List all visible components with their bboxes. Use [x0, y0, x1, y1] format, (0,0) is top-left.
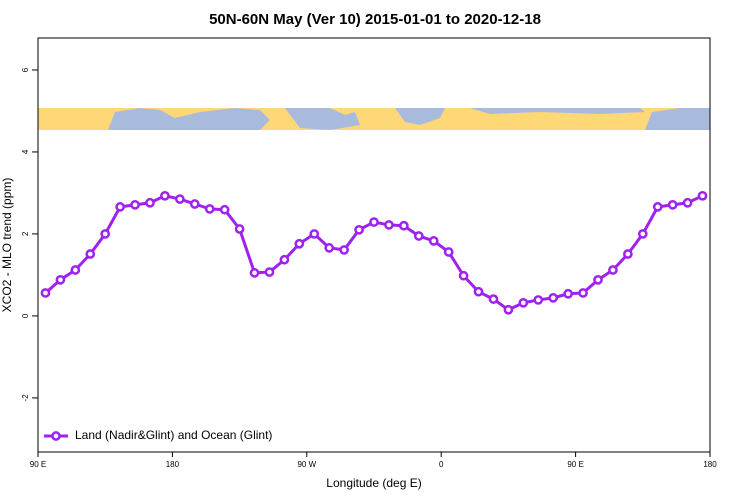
data-point: [249, 268, 260, 278]
y-tick-label: 4: [21, 149, 30, 154]
data-point: [309, 229, 320, 239]
data-point: [55, 274, 66, 285]
data-point: [637, 229, 648, 239]
data-point: [443, 247, 454, 257]
data-point: [115, 202, 125, 212]
map-land: [395, 108, 445, 125]
data-point: [593, 274, 603, 285]
data-point: [189, 199, 200, 209]
y-tick-label: 6: [21, 67, 30, 72]
x-tick-label: 180: [703, 460, 717, 469]
chart-title: 50N-60N May (Ver 10) 2015-01-01 to 2020-…: [209, 11, 541, 28]
y-tick-label: -2: [21, 394, 30, 402]
data-point: [384, 220, 394, 230]
y-tick-label: 2: [21, 231, 30, 236]
y-tick-label: 0: [21, 313, 30, 318]
x-tick-label: 90 E: [567, 460, 583, 469]
data-point: [399, 220, 409, 231]
data-point: [667, 199, 678, 210]
data-point: [100, 229, 111, 239]
data-point: [339, 245, 349, 255]
data-point: [473, 286, 484, 297]
data-point: [413, 231, 424, 241]
map-land: [108, 108, 270, 130]
data-point: [204, 204, 215, 214]
data-point: [533, 295, 544, 305]
data-point: [623, 249, 633, 259]
plot-frame: [37, 37, 711, 453]
data-point: [682, 197, 693, 208]
x-tick-label: 180: [166, 460, 180, 469]
data-point: [145, 197, 155, 208]
data-point: [85, 249, 96, 259]
data-point: [219, 204, 230, 215]
data-point: [428, 236, 439, 246]
data-point: [488, 294, 499, 304]
data-point: [294, 238, 305, 249]
data-point: [518, 297, 529, 308]
data-point: [503, 304, 514, 315]
data-point: [324, 243, 335, 253]
map-band: [38, 108, 710, 130]
data-point: [175, 194, 185, 204]
data-point: [563, 288, 573, 299]
x-tick-label: 0: [439, 460, 444, 469]
x-axis-label: Longitude (deg E): [326, 476, 421, 490]
legend-marker: [51, 431, 61, 441]
map-land: [470, 108, 645, 114]
data-point: [160, 190, 170, 201]
x-tick-label: 90 W: [297, 460, 316, 469]
x-tick-label: 90 E: [30, 460, 46, 469]
y-axis-label: XCO2 - MLO trend (ppm): [0, 178, 14, 313]
map-land: [285, 108, 360, 130]
data-point: [130, 199, 140, 210]
data-point: [234, 224, 245, 234]
data-point: [697, 190, 708, 201]
data-point: [458, 270, 469, 281]
data-point: [369, 217, 379, 227]
data-point: [264, 267, 275, 277]
data-point: [548, 293, 559, 303]
data-point: [354, 224, 364, 235]
data-point: [608, 265, 618, 275]
data-point: [40, 288, 51, 298]
data-point: [70, 265, 81, 275]
legend-label: Land (Nadir&Glint) and Ocean (Glint): [75, 428, 272, 442]
data-point: [578, 288, 588, 298]
data-point: [652, 202, 663, 212]
data-point: [279, 254, 290, 265]
map-land: [645, 108, 710, 130]
